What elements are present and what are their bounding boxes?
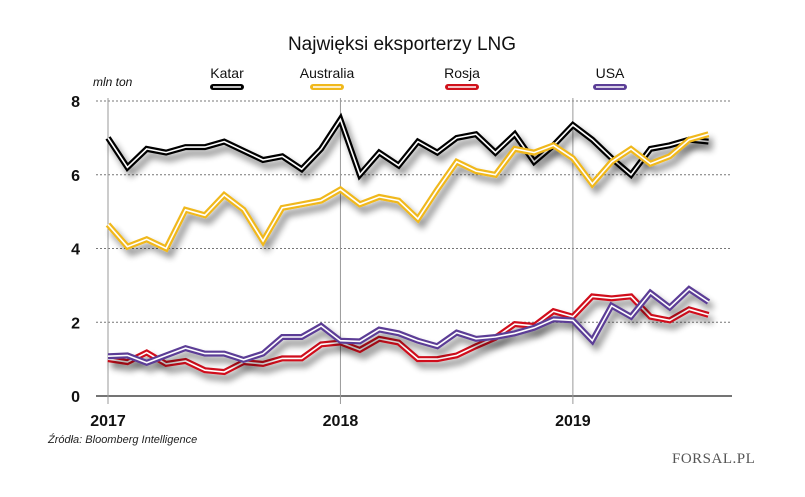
legend-item-katar: Katar xyxy=(210,65,244,90)
legend: Katar Australia Rosja USA xyxy=(210,65,627,90)
y-tick-label: 6 xyxy=(71,168,80,185)
x-axis-ticks: 2017 2018 2019 xyxy=(90,98,591,430)
series-katar xyxy=(105,112,709,181)
legend-label: Australia xyxy=(300,65,355,81)
x-tick-label: 2017 xyxy=(90,413,126,430)
y-tick-label: 0 xyxy=(71,389,80,406)
series-line-highlight-katar xyxy=(107,117,709,177)
series-rosja xyxy=(107,293,710,376)
y-axis-ticks: 0 2 4 6 8 xyxy=(71,94,80,406)
series-line-highlight-australia xyxy=(107,133,709,250)
legend-label: USA xyxy=(596,65,625,81)
x-tick-label: 2019 xyxy=(555,413,591,430)
series-australia xyxy=(105,131,710,253)
series-usa xyxy=(107,285,711,367)
legend-item-usa: USA xyxy=(593,65,627,90)
legend-item-australia: Australia xyxy=(300,65,355,90)
series-line-highlight-usa xyxy=(107,288,709,364)
series-lines xyxy=(105,112,711,376)
forsal-logo: FORSAL.PL xyxy=(672,451,755,467)
y-tick-label: 8 xyxy=(71,94,80,111)
source-note: Źródła: Bloomberg Intelligence xyxy=(47,433,197,446)
y-tick-label: 2 xyxy=(71,315,80,332)
gridlines xyxy=(96,100,732,397)
legend-item-rosja: Rosja xyxy=(444,65,480,90)
x-tick-label: 2018 xyxy=(323,413,359,430)
logo-text: FORSAL.PL xyxy=(672,451,755,467)
y-axis-unit-label: mln ton xyxy=(93,75,133,89)
y-tick-label: 4 xyxy=(71,242,80,259)
legend-label: Katar xyxy=(210,65,244,81)
series-line-highlight-rosja xyxy=(107,295,709,373)
chart-title: Najwięksi eksporterzy LNG xyxy=(288,34,516,55)
legend-label: Rosja xyxy=(444,65,480,81)
